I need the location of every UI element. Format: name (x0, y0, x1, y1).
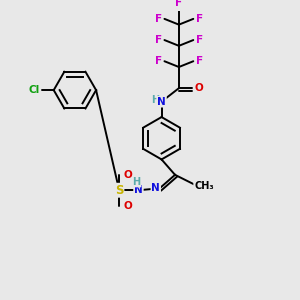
Text: N: N (157, 97, 166, 107)
Text: CH₃: CH₃ (194, 182, 214, 191)
Text: H: H (151, 95, 159, 105)
Text: F: F (196, 35, 203, 45)
Text: F: F (155, 56, 162, 66)
Text: F: F (155, 35, 162, 45)
Text: F: F (196, 14, 203, 24)
Text: F: F (196, 56, 203, 66)
Text: O: O (124, 170, 132, 180)
Text: S: S (115, 184, 123, 197)
Text: H: H (133, 177, 141, 187)
Text: N: N (134, 185, 143, 195)
Text: Cl: Cl (29, 85, 40, 95)
Text: O: O (195, 83, 203, 93)
Text: F: F (155, 14, 162, 24)
Text: N: N (152, 183, 160, 193)
Text: F: F (175, 0, 182, 8)
Text: O: O (124, 201, 132, 211)
